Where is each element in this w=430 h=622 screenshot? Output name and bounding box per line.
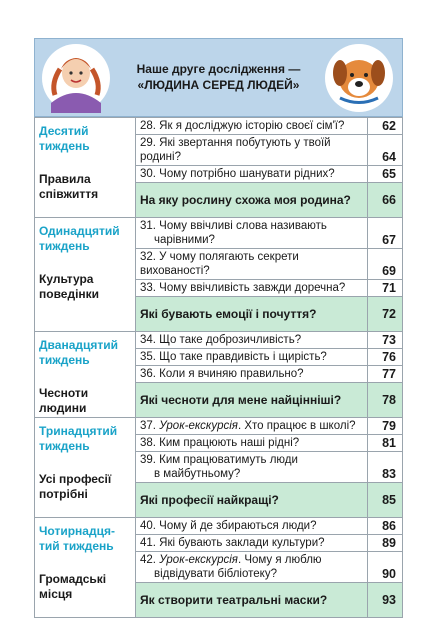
lesson-title: 28. Як я досліджую історію своєї сім'ї?: [135, 117, 368, 135]
page-number: 73: [367, 331, 403, 349]
contents-table: Десятий тиждень Правила співжиття 28. Як я д…: [34, 117, 403, 618]
week-label: Тринадцятий тиждень: [39, 424, 118, 453]
page-number: 66: [367, 182, 403, 218]
lesson-row: Десятий тиждень Правила співжиття 28. Як я д…: [34, 117, 403, 218]
page-number: 93: [367, 582, 403, 618]
page-number: 86: [367, 517, 403, 535]
topic-label: Культура поведінки: [39, 272, 100, 301]
lesson-row: 29. Які звертання побутують у твоїй роди…: [35, 134, 403, 166]
page-number: 64: [367, 134, 403, 166]
page-number: 77: [367, 365, 403, 383]
page-number: 67: [367, 217, 403, 249]
lesson-title: 32. У чому полягають секрети вихованості…: [135, 248, 368, 280]
lesson-title: 34. Що таке доброзичливість?: [135, 331, 368, 349]
topic-label: Громадські місця: [39, 572, 107, 601]
page-number: 69: [367, 248, 403, 280]
lesson-row: Чотирнадця-тий тиждень Громадські місця 40.…: [34, 517, 403, 618]
lesson-row: 35. Що таке правдивість і щирість? 76: [35, 348, 403, 366]
lesson-title: 35. Що таке правдивість і щирість?: [135, 348, 368, 366]
page-number: 72: [367, 296, 403, 332]
section-title: Наше друге дослідження — «ЛЮДИНА СЕРЕД Л…: [136, 62, 301, 92]
topic-label: Чесноти людини: [39, 386, 89, 415]
final-question-row: На яку рослину схожа моя родина? 66: [35, 182, 403, 218]
week-label: Десятий тиждень: [39, 124, 90, 153]
girl-avatar-icon: [42, 44, 110, 113]
week-cell: Одинадцятий тиждень Культура поведінки: [34, 217, 136, 332]
lesson-title: 36. Коли я вчиняю правильно?: [135, 365, 368, 383]
week-label: Дванадцятий тиждень: [39, 338, 118, 367]
page-number: 71: [367, 279, 403, 297]
page-number: 62: [367, 117, 403, 135]
dog-avatar-icon: [325, 44, 393, 112]
week-cell: Десятий тиждень Правила співжиття: [34, 117, 136, 218]
page-number: 65: [367, 165, 403, 183]
lesson-title: 39. Ким працюватимуть люди в майбутньому?: [135, 451, 368, 483]
page-number: 79: [367, 417, 403, 435]
lesson-title: 31. Чому ввічливі слова називають чарівни…: [135, 217, 368, 249]
lesson-title: 30. Чому потрібно шанувати рідних?: [135, 165, 368, 183]
contents-page: Наше друге дослідження — «ЛЮДИНА СЕРЕД Л…: [34, 38, 403, 618]
lesson-title: 42. Урок-екскурсія. Чому я люблю відвідув…: [135, 551, 368, 583]
lesson-row: 39. Ким працюватимуть люди в майбутньому?…: [35, 451, 403, 483]
final-question-row: Які професії найкращі? 85: [35, 482, 403, 518]
lesson-row: Дванадцятий тиждень Чесноти людини 34. Що та…: [34, 331, 403, 418]
page-number: 83: [367, 451, 403, 483]
week-label: Одинадцятий тиждень: [39, 224, 120, 253]
week-cell: Тринадцятий тиждень Усі професії потрібні: [34, 417, 136, 518]
final-question-row: Які чесноти для мене найцінніші? 78: [35, 382, 403, 418]
final-question-row: Як створити театральні маски? 93: [35, 582, 403, 618]
topic-label: Усі професії потрібні: [39, 472, 112, 501]
week-cell: Дванадцятий тиждень Чесноти людини: [34, 331, 136, 418]
section-header: Наше друге дослідження — «ЛЮДИНА СЕРЕД Л…: [34, 38, 403, 117]
lesson-title: 41. Які бувають заклади культури?: [135, 534, 368, 552]
topic-label: Правила співжиття: [39, 172, 99, 201]
page-number: 81: [367, 434, 403, 452]
final-question-row: Які бувають емоції і почуття? 72: [35, 296, 403, 332]
lesson-title: 38. Ким працюють наші рідні?: [135, 434, 368, 452]
page-number: 90: [367, 551, 403, 583]
lesson-row: 32. У чому полягають секрети вихованості…: [35, 248, 403, 280]
week-label: Чотирнадця-тий тиждень: [39, 524, 115, 553]
page-number: 78: [367, 382, 403, 418]
final-question: На яку рослину схожа моя родина?: [135, 182, 368, 218]
lesson-row: 42. Урок-екскурсія. Чому я люблю відвідув…: [35, 551, 403, 583]
lesson-row: Одинадцятий тиждень Культура поведінки 31. Ч…: [34, 217, 403, 332]
final-question: Які чесноти для мене найцінніші?: [135, 382, 368, 418]
lesson-title: 33. Чому ввічливість завжди доречна?: [135, 279, 368, 297]
lesson-title: 37. Урок-екскурсія. Хто працює в школі?: [135, 417, 368, 435]
lesson-row: Тринадцятий тиждень Усі професії потрібні 37…: [34, 417, 403, 518]
final-question: Які бувають емоції і почуття?: [135, 296, 368, 332]
lesson-title: 40. Чому й де збираються люди?: [135, 517, 368, 535]
page-number: 85: [367, 482, 403, 518]
page-number: 76: [367, 348, 403, 366]
lesson-title: 29. Які звертання побутують у твоїй роди…: [135, 134, 368, 166]
page-number: 89: [367, 534, 403, 552]
week-cell: Чотирнадця-тий тиждень Громадські місця: [34, 517, 136, 618]
final-question: Які професії найкращі?: [135, 482, 368, 518]
final-question: Як створити театральні маски?: [135, 582, 368, 618]
